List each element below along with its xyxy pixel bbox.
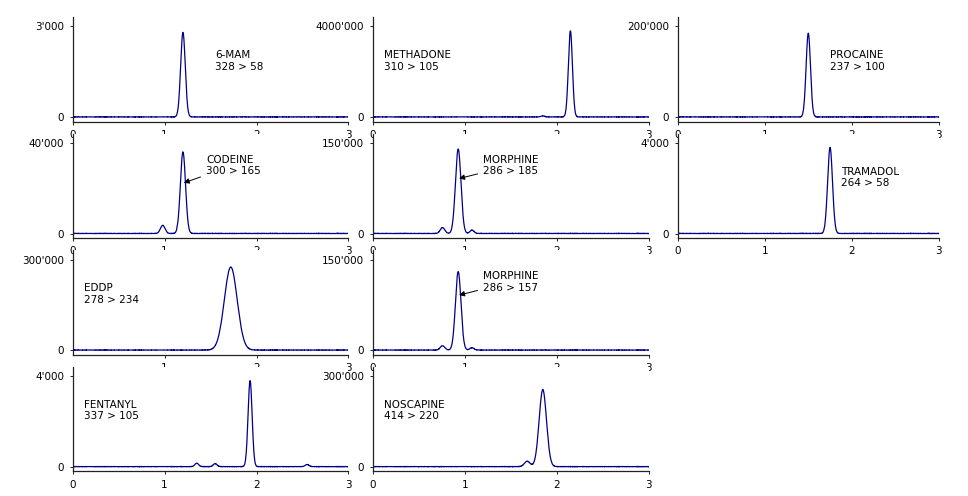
Text: PROCAINE
237 > 100: PROCAINE 237 > 100 bbox=[830, 50, 885, 71]
Text: EDDP
278 > 234: EDDP 278 > 234 bbox=[83, 283, 138, 305]
Text: FENTANYL
337 > 105: FENTANYL 337 > 105 bbox=[83, 400, 138, 421]
Text: TRAMADOL
264 > 58: TRAMADOL 264 > 58 bbox=[841, 167, 899, 188]
Text: CODEINE
300 > 165: CODEINE 300 > 165 bbox=[185, 155, 260, 183]
Text: MORPHINE
286 > 185: MORPHINE 286 > 185 bbox=[460, 155, 538, 180]
Text: MORPHINE
286 > 157: MORPHINE 286 > 157 bbox=[460, 271, 538, 296]
Text: NOSCAPINE
414 > 220: NOSCAPINE 414 > 220 bbox=[383, 400, 444, 421]
Text: METHADONE
310 > 105: METHADONE 310 > 105 bbox=[383, 50, 451, 71]
Text: 6-MAM
328 > 58: 6-MAM 328 > 58 bbox=[215, 50, 263, 71]
